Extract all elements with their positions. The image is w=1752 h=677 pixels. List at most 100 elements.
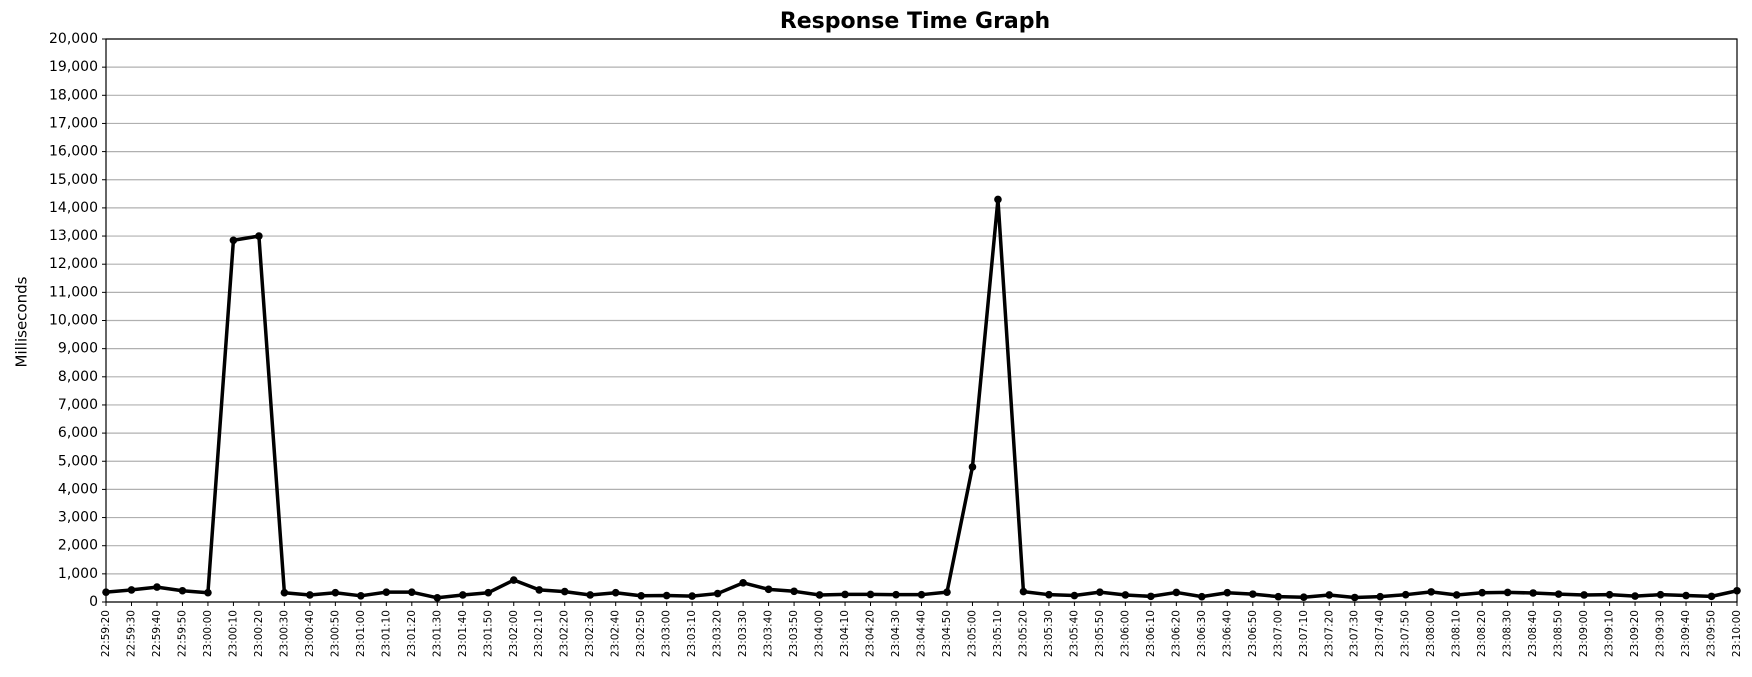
point xyxy=(1045,590,1053,599)
x-tick-label: 23:03:30 xyxy=(737,610,749,657)
point xyxy=(229,236,238,245)
x-tick-label: 23:07:20 xyxy=(1323,610,1335,657)
point xyxy=(1198,592,1206,601)
y-tick-label: 9,000 xyxy=(58,341,98,357)
x-tick-label: 23:04:10 xyxy=(839,610,851,657)
point xyxy=(357,592,365,600)
point xyxy=(1070,591,1079,600)
x-tick-label: 23:05:00 xyxy=(966,610,978,657)
chart-title: Response Time Graph xyxy=(780,9,1050,34)
point xyxy=(408,588,416,596)
y-tick-label: 3,000 xyxy=(58,510,98,526)
point xyxy=(764,585,773,594)
point xyxy=(102,588,110,596)
y-tick-label: 18,000 xyxy=(49,87,98,103)
x-tick-label: 22:59:50 xyxy=(176,610,188,657)
x-tick-label: 23:06:20 xyxy=(1170,610,1182,657)
x-tick-label: 23:06:10 xyxy=(1145,610,1157,657)
y-tick-label: 15,000 xyxy=(49,172,98,188)
point xyxy=(1274,592,1283,601)
point xyxy=(1478,588,1486,597)
x-tick-label: 23:00:00 xyxy=(202,610,214,657)
y-tick-label: 19,000 xyxy=(49,59,98,75)
x-tick-label: 23:00:20 xyxy=(253,610,265,657)
x-tick-label: 23:02:50 xyxy=(635,610,647,657)
x-tick-label: 23:05:30 xyxy=(1043,610,1055,657)
point xyxy=(1096,588,1104,596)
x-tick-label: 23:06:30 xyxy=(1196,610,1208,657)
x-tick-label: 23:03:00 xyxy=(661,610,673,657)
point xyxy=(841,590,849,599)
point xyxy=(1223,588,1232,597)
x-tick-label: 23:07:00 xyxy=(1272,610,1284,657)
x-tick-label: 22:59:20 xyxy=(100,610,112,657)
point xyxy=(1248,590,1257,598)
point xyxy=(662,591,671,600)
point xyxy=(1733,586,1741,595)
point xyxy=(280,588,289,597)
y-tick-label: 20,000 xyxy=(49,31,98,47)
point xyxy=(127,586,136,594)
line xyxy=(105,197,1738,600)
point xyxy=(790,587,798,596)
point xyxy=(1631,592,1639,600)
x-tick-label: 23:09:50 xyxy=(1706,610,1718,657)
point xyxy=(637,592,645,600)
point xyxy=(1325,591,1334,599)
point xyxy=(917,590,926,599)
point xyxy=(1707,592,1716,601)
x-tick-label: 23:08:40 xyxy=(1527,610,1539,657)
point xyxy=(968,463,977,471)
point xyxy=(713,589,722,598)
point xyxy=(1452,591,1461,599)
point xyxy=(255,232,263,240)
x-tick-label: 23:05:40 xyxy=(1068,610,1080,657)
x-tick-label: 23:08:20 xyxy=(1476,610,1488,657)
x-tick-label: 23:02:20 xyxy=(559,610,571,657)
y-tick-label: 14,000 xyxy=(49,200,98,216)
x-tick-label: 23:09:40 xyxy=(1680,610,1692,657)
y-tick-label: 2,000 xyxy=(58,538,98,554)
point xyxy=(382,588,391,596)
x-tick-label: 23:08:00 xyxy=(1425,610,1437,657)
point xyxy=(1172,588,1181,597)
x-tick-label: 23:10:00 xyxy=(1731,610,1743,657)
x-tick-label: 23:07:30 xyxy=(1349,610,1361,657)
x-tick-label: 23:01:00 xyxy=(355,610,367,657)
point xyxy=(1529,589,1537,597)
x-tick-label: 23:08:50 xyxy=(1553,610,1565,657)
y-axis-label: Milliseconds xyxy=(13,276,31,367)
x-tick-label: 23:09:30 xyxy=(1655,610,1667,657)
y-tick-label: 17,000 xyxy=(49,115,98,131)
y-tick-label: 13,000 xyxy=(49,228,98,244)
point xyxy=(815,591,824,599)
point xyxy=(433,593,442,602)
x-tick-label: 23:08:30 xyxy=(1502,610,1514,657)
point xyxy=(1503,588,1512,597)
point xyxy=(1299,593,1308,602)
x-tick-label: 23:01:10 xyxy=(380,610,392,657)
point xyxy=(1427,588,1435,596)
x-tick-label: 23:09:10 xyxy=(1604,610,1616,657)
y-tick-label: 8,000 xyxy=(58,369,98,385)
x-tick-label: 23:00:10 xyxy=(227,610,239,657)
x-tick-label: 23:06:50 xyxy=(1247,610,1259,657)
x-tick-label: 23:05:50 xyxy=(1094,610,1106,657)
point xyxy=(178,586,187,595)
x-tick-label: 23:00:30 xyxy=(278,610,290,657)
x-tick-label: 23:01:20 xyxy=(406,610,418,657)
x-tick-label: 23:01:30 xyxy=(431,610,443,657)
y-tick-label: 0 xyxy=(89,594,98,610)
point xyxy=(1350,593,1359,602)
x-tick-label: 23:04:20 xyxy=(865,610,877,657)
x-tick-label: 23:00:40 xyxy=(304,610,316,657)
x-tick-label: 23:04:50 xyxy=(941,610,953,657)
y-tick-label: 7,000 xyxy=(58,397,98,413)
point xyxy=(204,588,212,597)
point xyxy=(1682,591,1690,600)
x-tick-label: 23:03:20 xyxy=(712,610,724,657)
x-tick-label: 23:03:50 xyxy=(788,610,800,657)
x-tick-label: 23:07:10 xyxy=(1298,610,1310,657)
point xyxy=(153,583,161,591)
